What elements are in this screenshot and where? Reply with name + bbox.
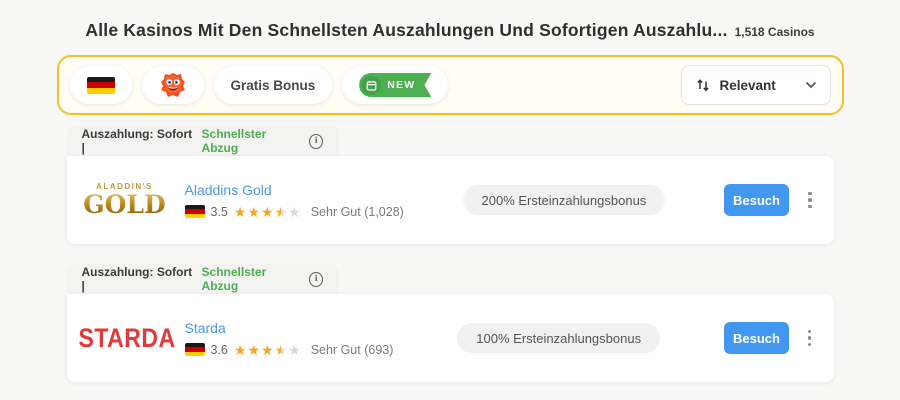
casino-count: 1,518 Casinos	[734, 25, 815, 39]
rating-row: 3.6 ★ ★ ★ ★ ★ Sehr Gut (693)	[184, 342, 394, 357]
germany-flag-icon	[184, 205, 205, 218]
sort-arrows-icon	[696, 79, 709, 92]
rating-value: 3.5	[210, 204, 228, 219]
page-title: Alle Kasinos Mit Den Schnellsten Auszahl…	[85, 20, 728, 40]
review-summary: Sehr Gut (693)	[310, 342, 394, 357]
casino-logo[interactable]: ALADDIN'S GOLD	[79, 182, 171, 218]
star-icon: ★	[261, 203, 274, 220]
title-row: Alle Kasinos Mit Den Schnellsten Auszahl…	[0, 0, 900, 41]
star-icon: ★	[274, 341, 288, 358]
sort-dropdown[interactable]: Relevant	[680, 65, 831, 105]
casino-logo[interactable]: STARDA	[78, 322, 176, 353]
casino-card-starda: Auszahlung: Sofort | Schnellster Abzug i…	[66, 264, 834, 382]
casino-card-body: STARDA Starda 3.6 ★ ★ ★ ★ ★ Sehr Gut (693) 1…	[66, 294, 834, 382]
casino-info: Aladdins Gold 3.5 ★ ★ ★ ★ ★ Sehr Gut (1,028)	[184, 181, 404, 219]
visit-button[interactable]: Besuch	[724, 184, 789, 216]
filter-bar: Gratis Bonus NEW	[56, 55, 844, 115]
chevron-down-icon	[805, 81, 817, 89]
star-icon: ★	[247, 341, 261, 358]
calendar-icon	[362, 76, 381, 95]
logo-line2: STARDA	[78, 322, 176, 353]
star-rating: ★ ★ ★ ★ ★	[234, 205, 301, 219]
filter-pill-gratis-bonus[interactable]: Gratis Bonus	[213, 66, 333, 104]
bonus-badge: 200% Ersteinzahlungsbonus	[462, 185, 666, 215]
payout-label: Auszahlung: Sofort |	[81, 265, 193, 293]
more-options-icon[interactable]	[804, 188, 816, 213]
star-rating: ★ ★ ★ ★ ★	[234, 343, 301, 357]
new-badge-label: NEW	[387, 79, 416, 91]
casino-info: Starda 3.6 ★ ★ ★ ★ ★ Sehr Gut (693)	[184, 319, 394, 357]
visit-button[interactable]: Besuch	[723, 322, 789, 354]
payout-tab: Auszahlung: Sofort | Schnellster Abzug i	[66, 126, 339, 156]
info-icon[interactable]: i	[308, 133, 324, 149]
info-icon[interactable]: i	[308, 271, 324, 287]
germany-flag-icon	[184, 343, 205, 356]
new-ribbon: NEW	[359, 73, 431, 97]
bonus-badge: 100% Ersteinzahlungsbonus	[457, 323, 661, 353]
star-icon: ★	[233, 203, 247, 220]
casino-card-body: ALADDIN'S GOLD Aladdins Gold 3.5 ★ ★ ★ ★ ★ S…	[66, 156, 834, 244]
star-icon: ★	[274, 203, 288, 220]
rating-value: 3.6	[210, 342, 228, 357]
casino-card-aladdins-gold: Auszahlung: Sofort | Schnellster Abzug i…	[66, 126, 834, 244]
casino-name-link[interactable]: Aladdins Gold	[184, 181, 272, 198]
gratis-bonus-label: Gratis Bonus	[230, 77, 316, 93]
review-summary: Sehr Gut (1,028)	[310, 204, 404, 219]
payout-highlight: Schnellster Abzug	[201, 127, 267, 155]
rating-row: 3.5 ★ ★ ★ ★ ★ Sehr Gut (1,028)	[184, 204, 404, 219]
star-icon: ★	[288, 203, 301, 220]
logo-line2: GOLD	[79, 192, 171, 217]
filter-pill-germany[interactable]	[69, 66, 132, 104]
casino-mascot-icon	[160, 73, 185, 97]
filter-pill-mascot[interactable]	[141, 66, 204, 104]
star-icon: ★	[261, 341, 274, 358]
sort-selected-value: Relevant	[719, 77, 776, 93]
germany-flag-icon	[86, 76, 115, 94]
star-icon: ★	[288, 341, 301, 358]
star-icon: ★	[247, 203, 261, 220]
logo-line1: ALADDIN'S	[96, 182, 153, 191]
payout-tab: Auszahlung: Sofort | Schnellster Abzug i	[66, 264, 339, 294]
payout-label: Auszahlung: Sofort |	[81, 127, 193, 155]
star-icon: ★	[233, 341, 247, 358]
casino-name-link[interactable]: Starda	[184, 319, 226, 336]
more-options-icon[interactable]	[804, 326, 816, 351]
filter-pill-new[interactable]: NEW	[342, 66, 449, 104]
payout-highlight: Schnellster Abzug	[201, 265, 267, 293]
